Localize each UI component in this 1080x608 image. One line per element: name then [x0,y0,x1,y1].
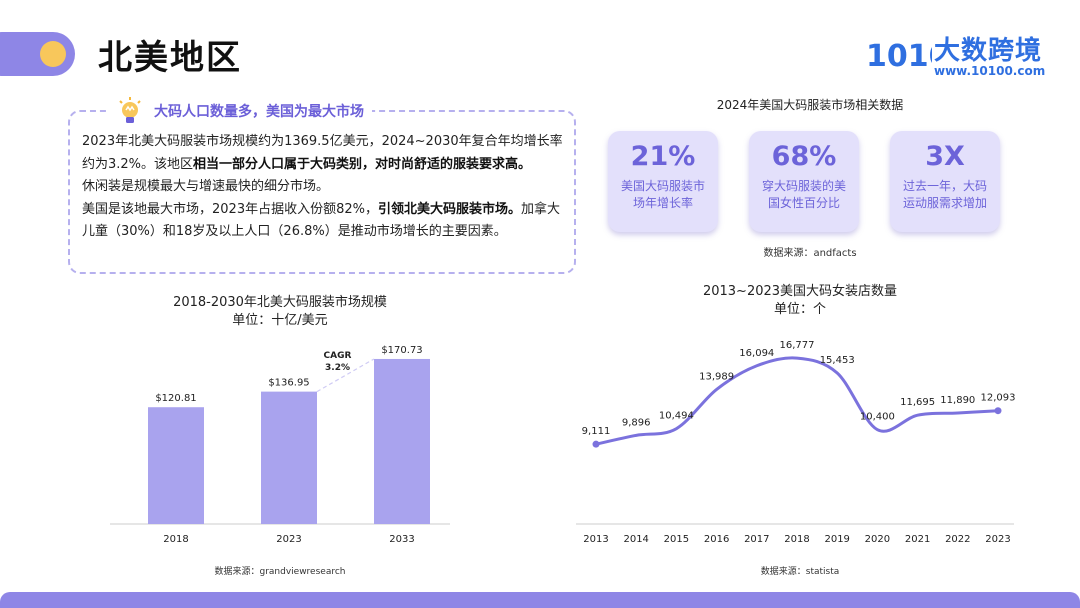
data-label: 12,093 [981,393,1016,404]
x-tick-label: 2015 [664,534,689,545]
info-paragraph-2: 休闲装是规模最大与增速最快的细分市场。 [82,179,330,194]
bar-chart-title-block: 2018-2030年北美大码服装市场规模 单位：十亿/美元 [120,294,440,330]
stat-card-women: 68% 穿大码服装的美国女性百分比 [749,131,859,232]
stat-desc: 美国大码服装市场年增长率 [620,179,705,210]
info-paragraph-1: 2023年北美大码服装市场规模约为1369.5亿美元，2024~2030年复合年… [82,134,563,172]
data-label: 13,989 [699,371,734,382]
x-tick-label: 2019 [824,534,849,545]
info-paragraph-3: 美国是该地最大市场，2023年占据收入份额82%，引领北美大码服装市场。加拿大儿… [82,201,561,240]
stats-title: 2024年美国大码服装市场相关数据 [716,98,904,112]
page-title: 北美地区 [98,38,242,78]
line-chart: 9,111 2013 9,896 2014 10,494 2015 13,989 2016 16… [576,340,1016,545]
data-point [994,407,1002,415]
x-tick-label: 2016 [704,534,729,545]
lightbulb-icon [119,97,141,123]
stat-card-growth: 21% 美国大码服装市场年增长率 [608,131,718,232]
series-line [594,356,1000,446]
stat-desc: 过去一年，大码运动服需求增加 [902,179,987,210]
x-tick-label: 2013 [583,534,608,545]
x-tick-label: 2018 [163,534,188,545]
data-label: 11,695 [900,397,935,408]
x-tick-label: 2023 [276,534,301,545]
data-label: 10,494 [659,411,694,422]
bar-chart-subtitle: 单位：十亿/美元 [232,313,328,328]
x-tick-label: 2020 [865,534,890,545]
line-chart-source: 数据来源：statista [760,567,840,577]
bar [374,358,430,524]
x-tick-label: 2017 [744,534,769,545]
x-tick-label: 2014 [623,534,648,545]
stat-value: 3X [925,141,965,172]
stat-value: 21% [630,141,696,172]
data-label: 11,890 [940,395,975,406]
brand-logo[interactable]: 10100 大数跨境 www.10100.com [866,30,1056,82]
bar-value-label: $136.95 [268,378,309,389]
bar-value-label: $170.73 [381,345,422,356]
line-chart-subtitle: 单位：个 [773,302,826,317]
cagr-value: 3.2% [325,363,350,373]
bar-chart-title: 2018-2030年北美大码服装市场规模 [173,295,387,310]
x-tick-label: 2022 [945,534,970,545]
logo-url[interactable]: www.10100.com [934,64,1046,78]
x-tick-label: 2021 [905,534,930,545]
x-tick-label: 2033 [389,534,414,545]
cagr-connector [316,358,375,393]
x-tick-label: 2023 [985,534,1010,545]
bar [261,391,317,524]
logo-text: 大数跨境 [934,36,1043,66]
footer-bar [0,592,1080,608]
stat-desc: 穿大码服装的美国女性百分比 [761,179,846,210]
logo-mark-text: 10100 [866,39,932,74]
data-label: 16,094 [739,348,774,359]
stats-source: 数据来源：andfacts [763,248,857,259]
x-tick-label: 2018 [784,534,809,545]
info-body: 2023年北美大码服装市场规模约为1369.5亿美元，2024~2030年复合年… [82,131,570,244]
cagr-label: CAGR [324,351,352,361]
data-label: 10,400 [860,412,895,423]
data-label: 16,777 [780,340,815,351]
stat-value: 68% [771,141,837,172]
data-point [592,440,600,448]
bar-value-label: $120.81 [155,393,196,404]
decorative-dot [40,41,66,67]
info-headline: 大码人口数量多，美国为最大市场 [154,104,364,120]
line-chart-title: 2013~2023美国大码女装店数量 [702,284,898,299]
bar [148,407,204,524]
bar-chart: $120.81 2018 $136.95 2023 $170.73 2033 CAGR 3.2… [110,345,450,545]
data-label: 15,453 [820,355,855,366]
data-label: 9,896 [622,417,651,428]
data-label: 9,111 [582,426,611,437]
line-chart-title-block: 2013~2023美国大码女装店数量 单位：个 [640,283,960,319]
stat-card-sportswear: 3X 过去一年，大码运动服需求增加 [890,131,1000,232]
bar-chart-source: 数据来源：grandviewresearch [214,567,346,577]
info-header: 大码人口数量多，美国为最大市场 [108,96,372,126]
brand-logo-icon: 10100 [866,39,932,74]
